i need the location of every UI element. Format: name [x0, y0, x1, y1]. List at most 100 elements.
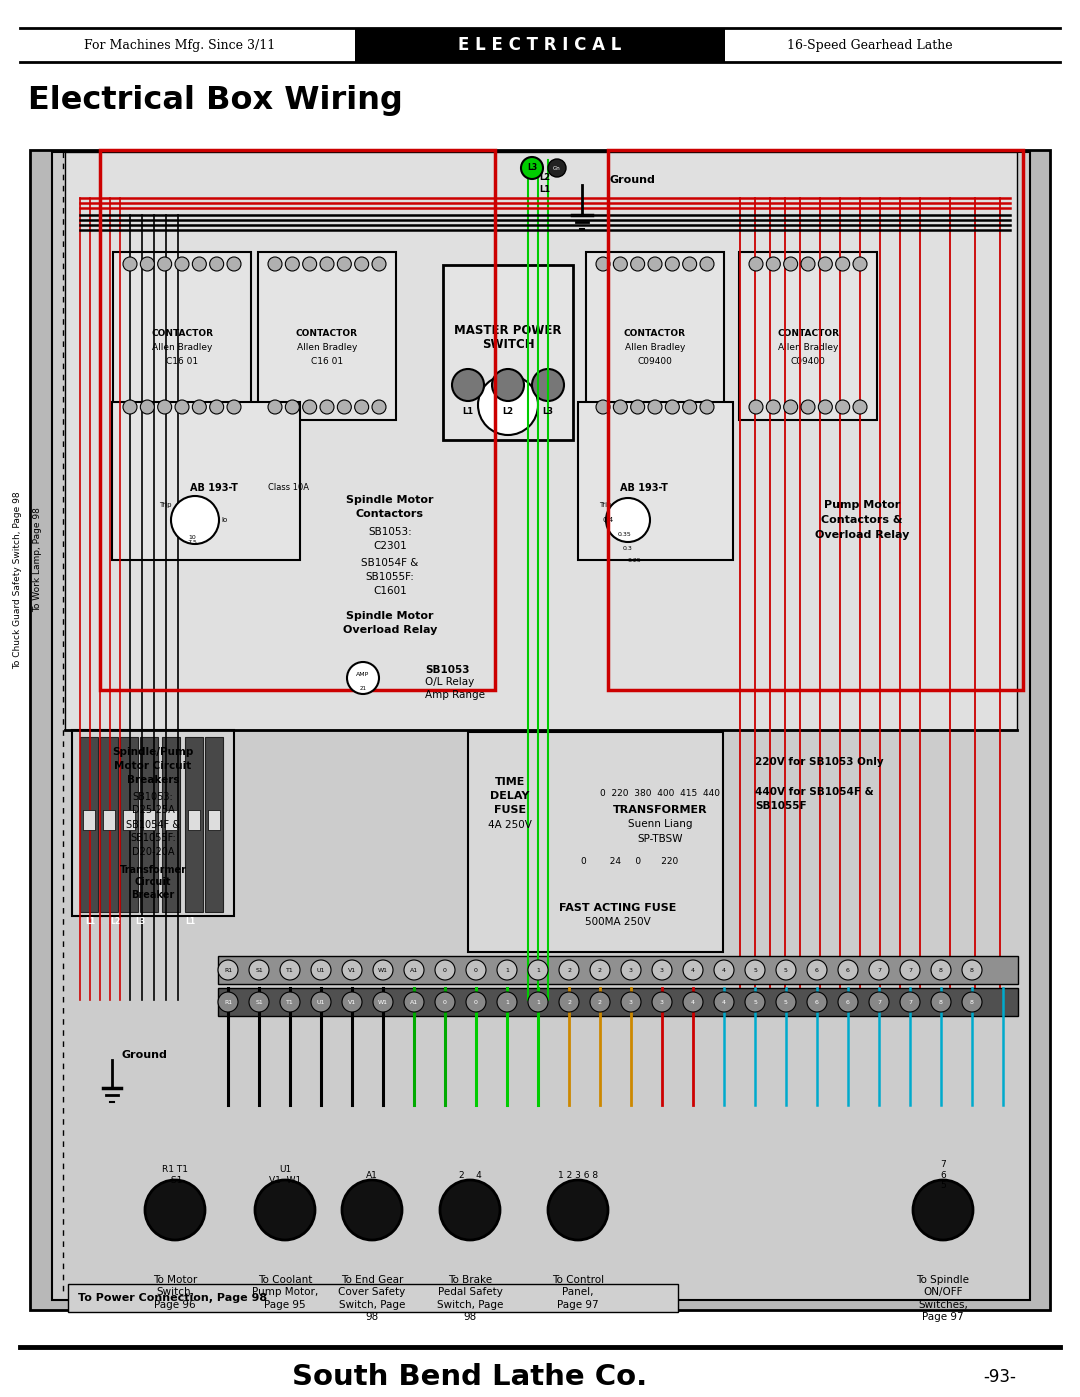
- Bar: [113, 251, 251, 420]
- Circle shape: [497, 992, 517, 1011]
- Circle shape: [311, 992, 330, 1011]
- Circle shape: [665, 257, 679, 271]
- Text: Circuit: Circuit: [135, 877, 172, 887]
- Text: Trip: Trip: [598, 502, 611, 509]
- Text: Suenn Liang: Suenn Liang: [627, 819, 692, 828]
- Text: L1: L1: [462, 408, 473, 416]
- Text: Ground: Ground: [122, 1051, 167, 1060]
- Circle shape: [320, 257, 334, 271]
- Text: 6: 6: [815, 999, 819, 1004]
- Text: CONTACTOR: CONTACTOR: [296, 330, 357, 338]
- Circle shape: [962, 960, 982, 981]
- Circle shape: [767, 257, 781, 271]
- Bar: [100, 149, 495, 690]
- Circle shape: [342, 960, 362, 981]
- Text: R1: R1: [224, 999, 232, 1004]
- Text: MASTER POWER: MASTER POWER: [455, 324, 562, 337]
- Circle shape: [962, 992, 982, 1011]
- Circle shape: [683, 992, 703, 1011]
- Bar: [30, 149, 1050, 1310]
- Circle shape: [210, 400, 224, 414]
- Text: L3: L3: [542, 408, 554, 416]
- Text: 7
6
5: 7 6 5: [940, 1160, 946, 1190]
- Bar: [112, 402, 300, 560]
- Circle shape: [302, 400, 316, 414]
- Text: A1: A1: [410, 968, 418, 972]
- Text: 2: 2: [598, 999, 602, 1004]
- Text: For Machines Mfg. Since 3/11: For Machines Mfg. Since 3/11: [84, 39, 275, 52]
- Text: CONTACTOR: CONTACTOR: [624, 330, 686, 338]
- Text: 3: 3: [660, 999, 664, 1004]
- Circle shape: [683, 257, 697, 271]
- Circle shape: [268, 400, 282, 414]
- Text: Electrical Box Wiring: Electrical Box Wiring: [28, 84, 403, 116]
- Circle shape: [521, 156, 543, 179]
- Circle shape: [590, 992, 610, 1011]
- Text: TRANSFORMER: TRANSFORMER: [612, 805, 707, 814]
- Circle shape: [192, 400, 206, 414]
- Text: SB1053: SB1053: [426, 665, 470, 675]
- Circle shape: [745, 960, 765, 981]
- Circle shape: [440, 1180, 500, 1241]
- Text: 6: 6: [846, 968, 850, 972]
- Text: Breakers: Breakers: [126, 775, 179, 785]
- Text: 0.4: 0.4: [603, 517, 613, 522]
- Circle shape: [249, 960, 269, 981]
- Circle shape: [596, 257, 610, 271]
- Text: L3: L3: [135, 918, 145, 926]
- Text: To Brake
Pedal Safety
Switch, Page
98: To Brake Pedal Safety Switch, Page 98: [436, 1275, 503, 1322]
- Circle shape: [931, 992, 951, 1011]
- Text: 7: 7: [877, 999, 881, 1004]
- Bar: [65, 731, 1017, 1295]
- Text: S1: S1: [255, 968, 262, 972]
- Text: 6: 6: [846, 999, 850, 1004]
- Text: 5: 5: [784, 999, 788, 1004]
- Text: To Control
Panel,
Page 97: To Control Panel, Page 97: [552, 1275, 604, 1310]
- Text: FAST ACTING FUSE: FAST ACTING FUSE: [559, 902, 677, 914]
- Circle shape: [532, 369, 564, 401]
- Text: 8: 8: [940, 968, 943, 972]
- Text: C1601: C1601: [373, 585, 407, 597]
- Text: 1: 1: [536, 968, 540, 972]
- Text: AB 193-T: AB 193-T: [620, 483, 667, 493]
- Text: 5: 5: [784, 968, 788, 972]
- Circle shape: [528, 992, 548, 1011]
- Circle shape: [621, 992, 642, 1011]
- Circle shape: [320, 400, 334, 414]
- Text: 0: 0: [443, 968, 447, 972]
- Text: Overload Relay: Overload Relay: [814, 529, 909, 541]
- Text: Transformer: Transformer: [120, 865, 187, 875]
- Text: Gn: Gn: [553, 165, 561, 170]
- Circle shape: [227, 257, 241, 271]
- Text: L1: L1: [185, 918, 195, 926]
- Bar: [258, 251, 396, 420]
- Text: D20-20A: D20-20A: [132, 847, 174, 856]
- Circle shape: [249, 992, 269, 1011]
- Circle shape: [158, 400, 172, 414]
- Text: Motor Circuit: Motor Circuit: [114, 761, 191, 771]
- Circle shape: [750, 257, 762, 271]
- Text: 4: 4: [691, 999, 696, 1004]
- Text: 8: 8: [940, 999, 943, 1004]
- Text: 7: 7: [908, 999, 912, 1004]
- Text: S1: S1: [255, 999, 262, 1004]
- Circle shape: [767, 400, 781, 414]
- Bar: [72, 731, 234, 916]
- Text: Allen Bradley: Allen Bradley: [778, 344, 838, 352]
- Text: TIME: TIME: [495, 777, 525, 787]
- Bar: [218, 988, 1018, 1016]
- Circle shape: [302, 257, 316, 271]
- Circle shape: [175, 257, 189, 271]
- Circle shape: [158, 257, 172, 271]
- Bar: [68, 1284, 678, 1312]
- Text: O/L Relay: O/L Relay: [426, 678, 474, 687]
- Circle shape: [285, 257, 299, 271]
- Text: 21: 21: [360, 686, 366, 690]
- Circle shape: [210, 257, 224, 271]
- Text: 1: 1: [536, 999, 540, 1004]
- Bar: [52, 152, 1030, 1301]
- Circle shape: [372, 257, 386, 271]
- Text: 16-Speed Gearhead Lathe: 16-Speed Gearhead Lathe: [787, 39, 953, 52]
- Text: 500MA 250V: 500MA 250V: [585, 916, 651, 928]
- Circle shape: [900, 960, 920, 981]
